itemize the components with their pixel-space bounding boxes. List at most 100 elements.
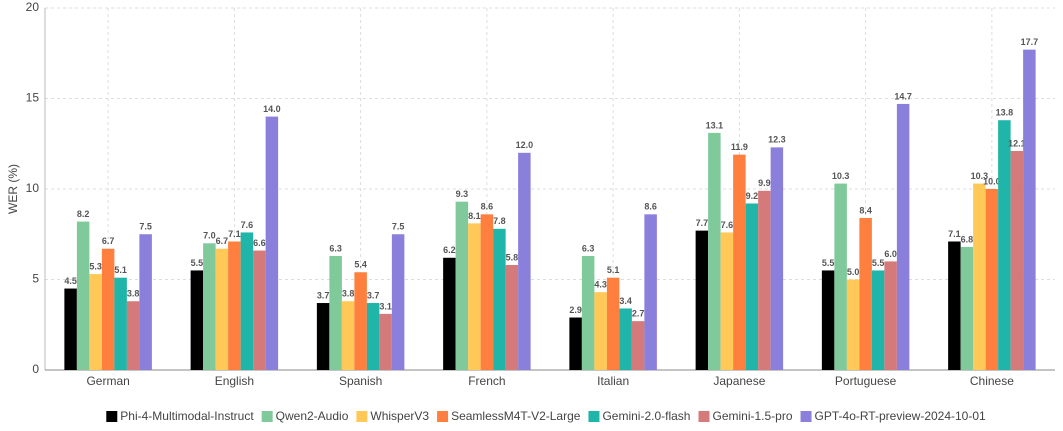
bar [998,120,1011,370]
legend-swatch [106,411,118,422]
value-label: 6.3 [582,243,595,253]
value-label: 4.5 [64,276,77,286]
legend-swatch [800,411,812,422]
x-tick-label: Spanish [339,374,382,388]
bar [960,246,974,370]
bar [569,317,582,370]
value-label: 5.5 [872,258,885,268]
bar [619,308,632,370]
legend-swatch [588,411,600,422]
legend-label: Qwen2-Audio [276,409,349,423]
bar [76,221,90,370]
bar [1010,150,1024,370]
value-label: 2.9 [569,305,582,315]
x-tick-label: Chinese [970,374,1014,388]
bar [695,230,709,370]
value-label: 14.7 [894,91,912,101]
bar [973,183,986,370]
legend-swatch [698,411,710,422]
bar [468,223,481,370]
value-label: 7.1 [948,229,961,239]
value-label: 2.7 [632,309,645,319]
value-label: 4.3 [594,280,607,290]
value-label: 10.3 [832,171,850,181]
bar [859,217,872,370]
value-label: 17.7 [1021,37,1039,47]
bar [985,189,999,370]
y-axis-label: WER (%) [6,164,20,214]
x-tick-label: French [468,374,505,388]
x-tick-label: English [215,374,254,388]
bar [821,270,835,370]
y-tick-label: 10 [26,181,40,195]
bar [606,277,620,370]
bar [948,241,961,370]
bar [101,248,115,370]
value-label: 8.4 [859,205,872,215]
legend-label: Gemini-2.0-flash [602,409,690,423]
legend-label: SeamlessM4T-V2-Large [451,409,581,423]
value-label: 8.2 [77,209,90,219]
value-label: 5.5 [191,258,204,268]
value-label: 6.7 [102,236,115,246]
value-label: 10.0 [983,176,1001,186]
value-label: 9.3 [456,189,469,199]
value-label: 14.0 [263,104,281,114]
bar [139,234,152,370]
value-label: 11.9 [731,142,748,152]
bar [190,270,204,370]
bar [581,255,595,370]
value-label: 13.8 [996,108,1014,118]
bar [480,214,494,370]
value-label: 7.8 [493,216,506,226]
value-label: 3.7 [317,290,330,300]
legend-label: Phi-4-Multimodal-Instruct [120,409,254,423]
value-label: 6.2 [443,245,456,255]
bar [455,201,469,370]
value-label: 7.6 [241,220,254,230]
value-label: 6.6 [253,238,266,248]
legend-swatch [261,411,273,422]
value-label: 6.0 [884,249,897,259]
y-tick-label: 5 [32,272,39,286]
value-label: 5.4 [354,260,367,270]
value-label: 5.8 [506,252,519,262]
value-label: 3.4 [619,296,632,306]
value-label: 9.9 [758,178,771,188]
bar [253,250,266,370]
bar [518,152,531,370]
bar [391,234,405,370]
bar [354,272,367,370]
y-tick-label: 15 [26,91,40,105]
value-label: 3.8 [127,289,140,299]
bar [871,270,885,370]
bar [64,288,77,370]
bar [493,228,506,370]
legend-label: Gemini-1.5-pro [712,409,792,423]
bar [114,277,127,370]
value-label: 5.0 [847,267,860,277]
bar [745,203,759,370]
legend-label: WhisperV3 [370,409,429,423]
bar [884,261,897,370]
bar [708,132,721,370]
value-label: 6.7 [216,236,229,246]
value-label: 12.3 [768,135,786,145]
bar [896,103,910,371]
value-label: 8.6 [481,202,494,212]
bar [770,147,784,370]
x-tick-label: Italian [597,374,629,388]
y-tick-label: 0 [32,362,39,376]
value-label: 7.5 [392,222,405,232]
bar [846,279,860,370]
bar [366,303,380,370]
bar [89,274,102,370]
value-label: 5.3 [89,261,102,271]
value-label: 13.1 [706,120,724,130]
value-label: 7.7 [696,218,709,228]
bar [1023,49,1036,370]
bar [203,243,216,370]
bar [631,321,645,370]
legend-label: GPT-4o-RT-preview-2024-10-01 [815,409,987,423]
